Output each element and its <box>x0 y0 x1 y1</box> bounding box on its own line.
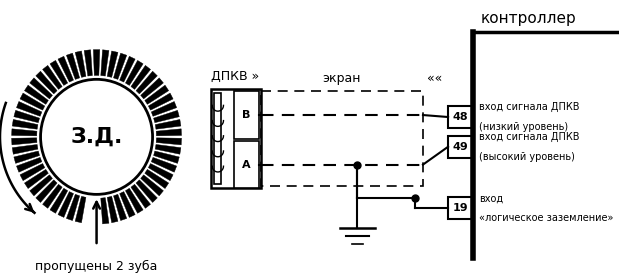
Polygon shape <box>42 184 62 208</box>
Polygon shape <box>14 110 40 123</box>
Bar <box>448 106 473 128</box>
Polygon shape <box>148 93 173 110</box>
Text: B: B <box>242 110 251 120</box>
Polygon shape <box>155 120 181 129</box>
Polygon shape <box>36 180 57 202</box>
Text: вход сигнала ДПКВ: вход сигнала ДПКВ <box>479 102 579 112</box>
Text: вход: вход <box>479 193 503 203</box>
Polygon shape <box>101 198 109 224</box>
Polygon shape <box>17 157 42 172</box>
Polygon shape <box>12 138 37 145</box>
Polygon shape <box>151 102 177 116</box>
Text: 49: 49 <box>453 142 469 152</box>
Bar <box>448 197 473 219</box>
Polygon shape <box>136 71 157 94</box>
Polygon shape <box>20 93 45 110</box>
Polygon shape <box>145 85 169 104</box>
Polygon shape <box>126 60 143 85</box>
Polygon shape <box>12 129 37 136</box>
Polygon shape <box>101 50 109 76</box>
Polygon shape <box>120 192 135 217</box>
Polygon shape <box>75 196 86 223</box>
Polygon shape <box>148 164 173 181</box>
Polygon shape <box>131 184 151 208</box>
Text: ДПКВ »: ДПКВ » <box>210 70 259 83</box>
Bar <box>210 89 261 189</box>
Text: контроллер: контроллер <box>481 11 577 26</box>
Polygon shape <box>67 53 79 79</box>
Polygon shape <box>20 164 45 181</box>
Polygon shape <box>120 56 135 82</box>
Polygon shape <box>107 196 118 223</box>
Polygon shape <box>42 65 62 89</box>
Text: вход сигнала ДПКВ: вход сигнала ДПКВ <box>479 132 579 142</box>
Polygon shape <box>131 65 151 89</box>
Polygon shape <box>24 169 48 189</box>
Polygon shape <box>107 51 118 77</box>
Text: 48: 48 <box>453 112 469 122</box>
Polygon shape <box>84 50 92 76</box>
Text: пропущены 2 зуба: пропущены 2 зуба <box>35 260 158 273</box>
Polygon shape <box>151 157 177 172</box>
Polygon shape <box>12 120 38 129</box>
Polygon shape <box>75 51 86 77</box>
Text: З.Д.: З.Д. <box>71 127 123 147</box>
Polygon shape <box>155 145 181 154</box>
Polygon shape <box>113 194 127 221</box>
Polygon shape <box>24 85 48 104</box>
Polygon shape <box>12 145 38 154</box>
Text: (низкий уровень): (низкий уровень) <box>479 122 568 132</box>
Polygon shape <box>50 60 68 85</box>
Polygon shape <box>29 78 53 99</box>
Polygon shape <box>156 129 181 136</box>
Text: «логическое заземление»: «логическое заземление» <box>479 213 613 223</box>
Polygon shape <box>58 56 74 82</box>
Polygon shape <box>50 188 68 213</box>
Polygon shape <box>140 175 163 196</box>
Polygon shape <box>29 175 53 196</box>
Polygon shape <box>145 169 169 189</box>
Polygon shape <box>67 194 79 221</box>
Polygon shape <box>36 71 57 94</box>
Bar <box>234 141 259 189</box>
Polygon shape <box>113 53 127 79</box>
Bar <box>214 93 221 184</box>
Text: экран: экран <box>322 72 361 85</box>
Polygon shape <box>136 180 157 202</box>
Polygon shape <box>140 78 163 99</box>
Polygon shape <box>94 50 100 75</box>
Bar <box>261 91 423 186</box>
Polygon shape <box>126 188 143 213</box>
Polygon shape <box>154 151 179 163</box>
Polygon shape <box>17 102 42 116</box>
Text: ««: «« <box>427 72 442 85</box>
Polygon shape <box>14 151 40 163</box>
Polygon shape <box>58 192 74 217</box>
Text: 19: 19 <box>453 203 469 213</box>
Bar <box>234 91 259 139</box>
Polygon shape <box>154 110 179 123</box>
Text: (высокий уровень): (высокий уровень) <box>479 152 575 162</box>
Text: A: A <box>242 160 251 170</box>
Bar <box>448 136 473 158</box>
Polygon shape <box>156 138 181 145</box>
